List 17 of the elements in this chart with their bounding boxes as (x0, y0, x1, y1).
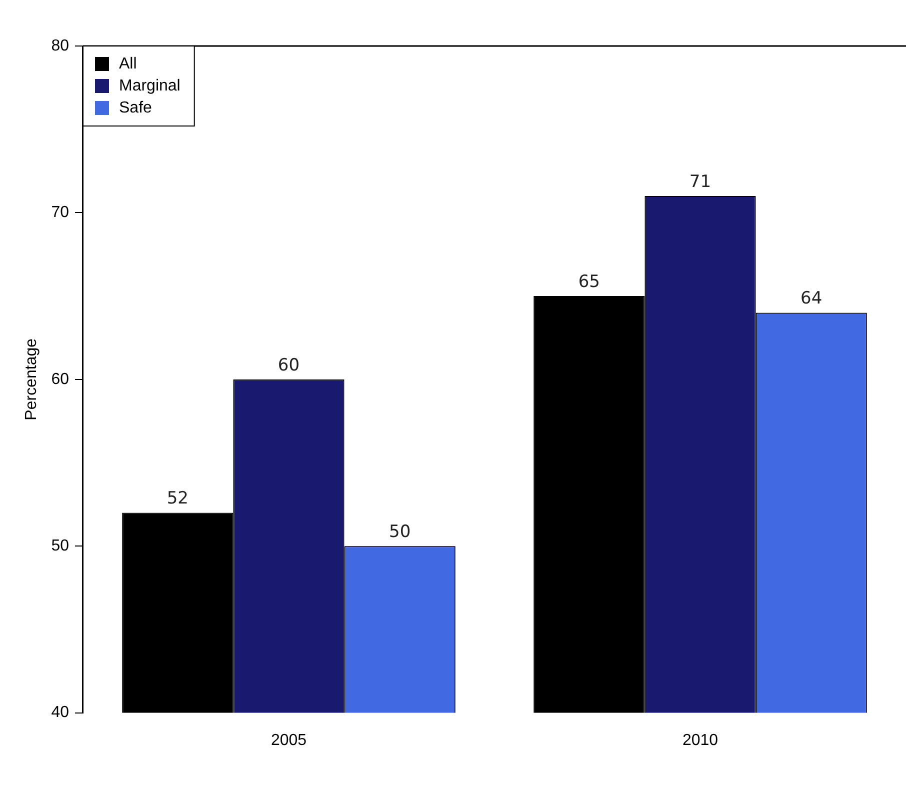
y-tick-label: 70 (51, 204, 70, 222)
data-label: 71 (689, 172, 712, 192)
y-tick-label: 50 (51, 538, 70, 555)
y-tick-label: 60 (51, 370, 70, 388)
y-axis-title: Percentage (23, 338, 40, 420)
y-tick-label: 40 (51, 704, 70, 722)
data-label: 50 (389, 522, 411, 542)
legend-label: Safe (118, 99, 152, 116)
y-tick-label: 80 (51, 37, 70, 54)
legend-label: All (118, 55, 137, 72)
data-label: 52 (166, 488, 188, 509)
legend-label: Marginal (118, 77, 180, 94)
data-label: 65 (578, 272, 600, 292)
x-tick-label: 2005 (270, 732, 307, 749)
data-label: 64 (800, 288, 822, 309)
data-label: 60 (278, 355, 300, 376)
x-tick-label: 2010 (682, 732, 718, 749)
